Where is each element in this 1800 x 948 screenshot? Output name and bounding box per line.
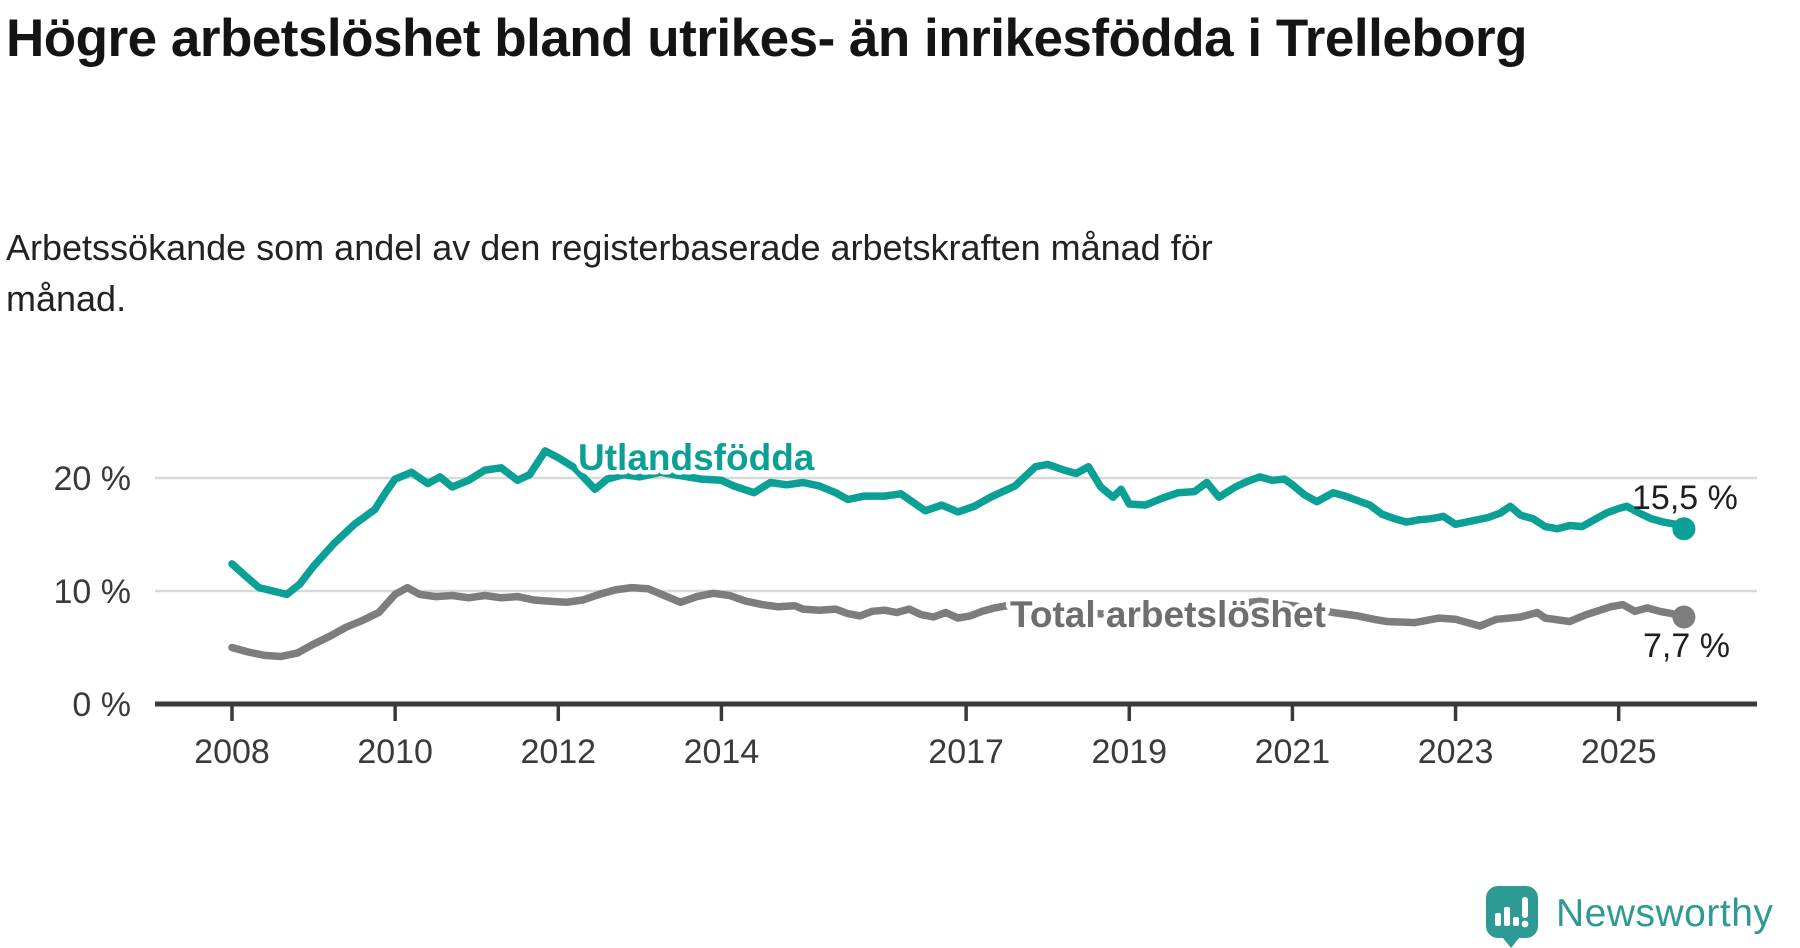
series-end-dot-total-arbetsl-shet <box>1672 605 1696 629</box>
x-tick-label: 2019 <box>1091 733 1167 771</box>
unemployment-line-chart: 2008 2010 2012 2014 2017 2019 2021 2023 2025 0 % 1… <box>54 433 1757 771</box>
series-label-utlandsf-dda: Utlandsfödda <box>578 437 815 478</box>
x-tick-label: 2021 <box>1255 733 1331 771</box>
x-tick-label: 2010 <box>357 733 433 771</box>
end-value-label-utlandsf-dda: 15,5 % <box>1632 479 1738 517</box>
x-tick-label: 2012 <box>520 733 596 771</box>
y-tick-label: 0 % <box>72 686 131 724</box>
x-tick-label: 2025 <box>1581 733 1657 771</box>
newsworthy-logo-icon <box>1486 886 1538 948</box>
x-tick-label: 2023 <box>1418 733 1494 771</box>
x-tick-label: 2014 <box>684 733 760 771</box>
y-tick-label: 10 % <box>54 573 132 611</box>
newsworthy-brand-text: Newsworthy <box>1556 892 1774 935</box>
x-tick-label: 2008 <box>194 733 270 771</box>
newsworthy-logo: Newsworthy <box>1486 886 1773 948</box>
page-subtitle: Arbetssökande som andel av den registerb… <box>6 227 1213 319</box>
series-line-total-arbetsl-shet <box>228 583 1688 661</box>
series-line-utlandsf-dda <box>228 447 1688 599</box>
end-value-label-total-arbetsl-shet: 7,7 % <box>1643 627 1730 665</box>
page-title: Högre arbetslöshet bland utrikes- än inr… <box>6 9 1528 68</box>
series-end-dot-utlandsf-dda <box>1672 517 1696 541</box>
x-tick-label: 2017 <box>928 733 1004 771</box>
y-tick-label: 20 % <box>54 460 132 498</box>
series-label-total-arbetsl-shet: Total arbetslöshet <box>1010 594 1326 635</box>
